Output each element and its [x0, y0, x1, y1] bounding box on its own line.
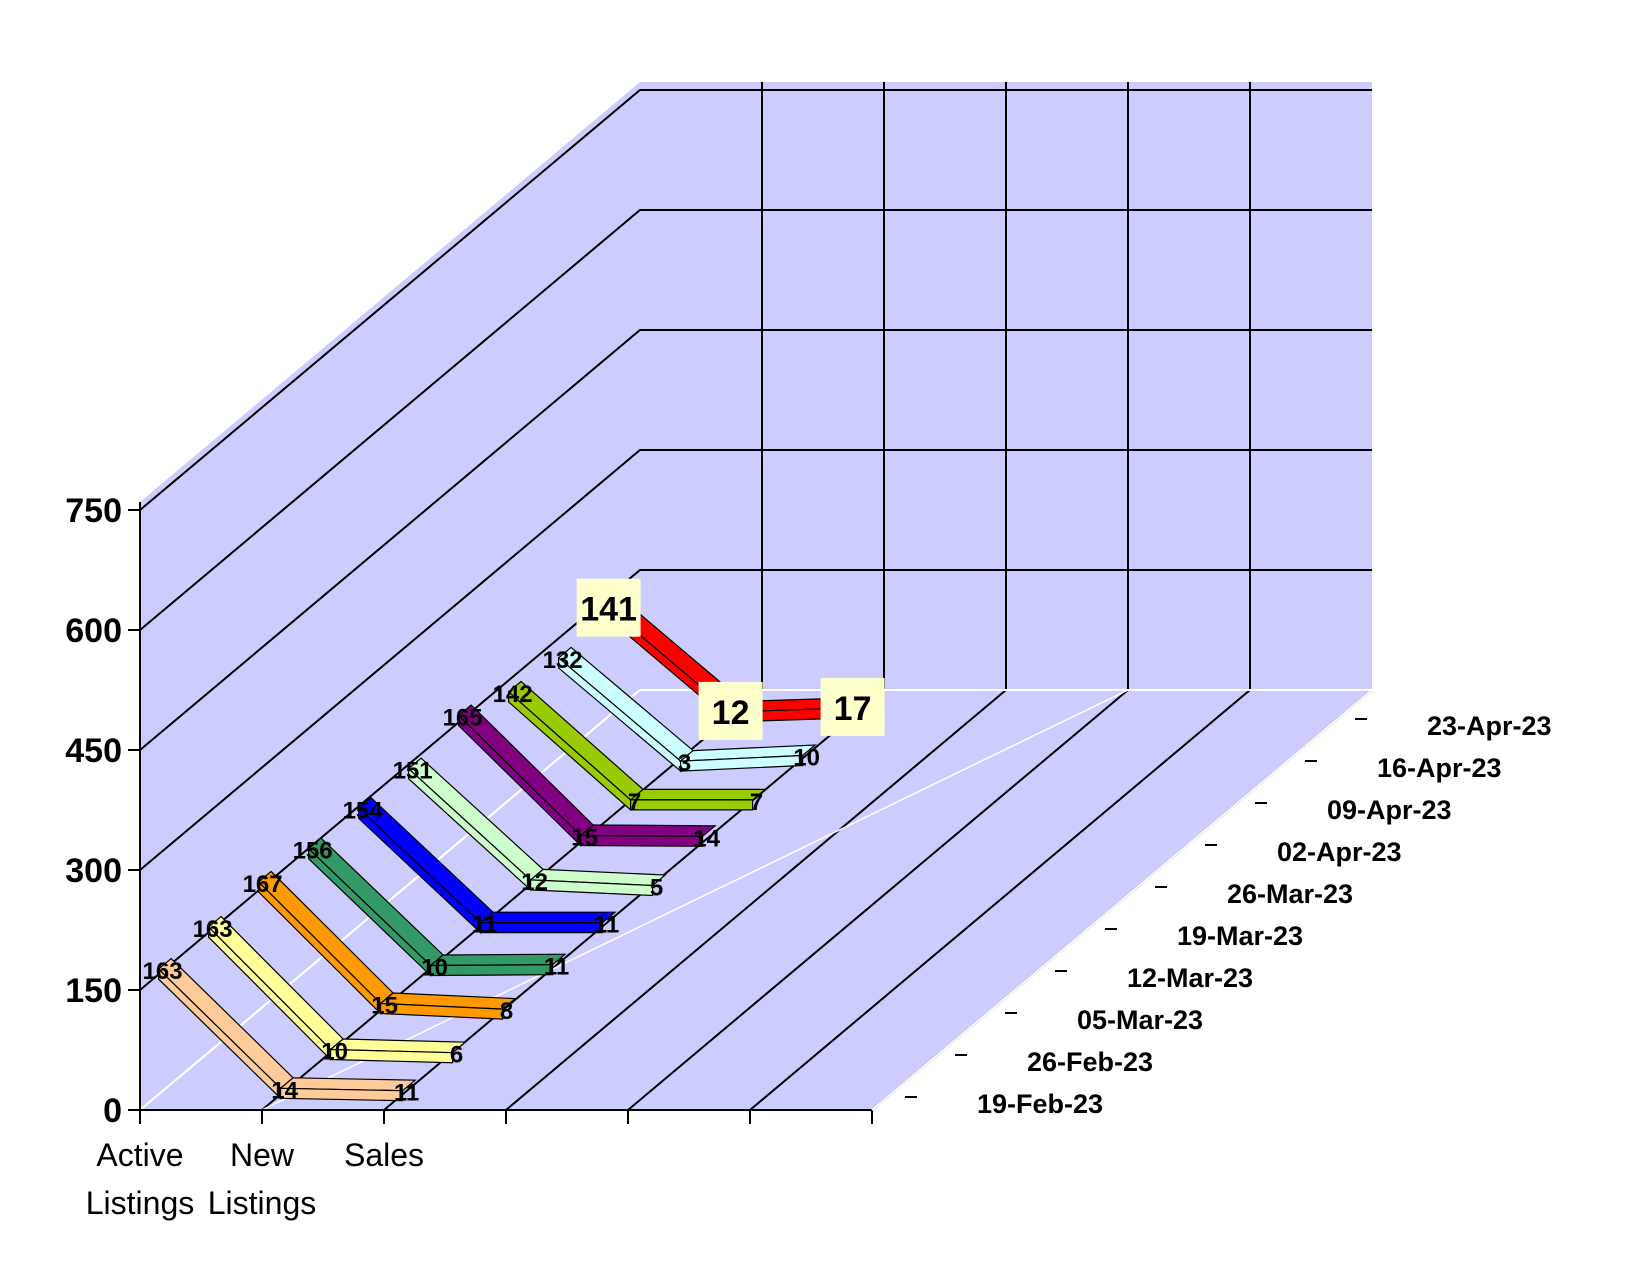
depth-label-26-Feb-23: 26-Feb-23	[1027, 1047, 1153, 1077]
data-label-26-Mar-23-0: 151	[393, 758, 433, 785]
data-label-19-Feb-23-0: 163	[143, 958, 183, 985]
data-label-09-Apr-23-2: 7	[750, 789, 763, 816]
series-band-16-Apr-23	[679, 754, 804, 772]
data-label-09-Apr-23-0: 142	[493, 681, 533, 708]
data-label-05-Mar-23-1: 15	[371, 993, 398, 1020]
data-label-12-Mar-23-0: 156	[293, 838, 333, 865]
series-band-19-Feb-23	[280, 1087, 404, 1102]
y-tick-label: 600	[65, 612, 122, 650]
depth-label-12-Mar-23: 12-Mar-23	[1127, 963, 1253, 993]
y-tick-label: 0	[103, 1092, 122, 1130]
data-label-19-Feb-23-1: 14	[271, 1077, 298, 1104]
depth-label-16-Apr-23: 16-Apr-23	[1377, 753, 1502, 783]
series-band-02-Apr-23	[579, 834, 704, 847]
data-label-09-Apr-23-1: 7	[628, 789, 641, 816]
series-band-19-Mar-23	[480, 922, 604, 934]
y-tick-label: 450	[65, 732, 122, 770]
data-label-23-Apr-23-1: 12	[712, 694, 750, 732]
depth-label-02-Apr-23: 02-Apr-23	[1277, 837, 1402, 867]
data-label-26-Mar-23-1: 12	[521, 869, 548, 896]
data-label-02-Apr-23-0: 165	[443, 705, 483, 732]
x-category-label: Active Listings	[86, 1137, 195, 1221]
series-band-26-Mar-23	[529, 879, 654, 897]
data-label-12-Mar-23-1: 10	[421, 955, 448, 982]
series-band-12-Mar-23	[430, 964, 554, 977]
data-label-19-Feb-23-2: 11	[394, 1080, 419, 1107]
data-label-19-Mar-23-1: 11	[472, 912, 497, 939]
depth-label-05-Mar-23: 05-Mar-23	[1077, 1005, 1203, 1035]
data-label-16-Apr-23-1: 3	[678, 750, 691, 777]
x-category-label: Sales	[344, 1137, 424, 1173]
series-band-26-Feb-23	[330, 1048, 454, 1064]
left-wall	[140, 82, 640, 1110]
depth-label-26-Mar-23: 26-Mar-23	[1227, 879, 1353, 909]
series-band-05-Mar-23	[380, 1002, 504, 1020]
y-tick-label: 150	[65, 972, 122, 1010]
data-label-05-Mar-23-2: 8	[500, 998, 513, 1025]
data-label-02-Apr-23-1: 15	[571, 825, 598, 852]
data-label-23-Apr-23-0: 141	[580, 591, 637, 629]
series-band-09-Apr-23	[629, 799, 754, 811]
data-label-16-Apr-23-2: 10	[793, 745, 820, 772]
data-label-19-Mar-23-0: 154	[343, 797, 384, 824]
depth-axis-line	[871, 689, 1373, 1111]
chart-data-labels: 141 12 17 132 3 10 142 7 7 165 15 14 151 12 5 154 11 11 15…	[143, 578, 885, 1107]
data-label-19-Mar-23-2: 11	[594, 912, 619, 939]
data-label-26-Feb-23-2: 6	[450, 1042, 463, 1069]
data-label-26-Mar-23-2: 5	[650, 875, 663, 902]
highlight-label-box	[820, 677, 885, 736]
data-label-02-Apr-23-2: 14	[693, 825, 720, 852]
data-label-16-Apr-23-0: 132	[543, 647, 583, 674]
floor-line	[627, 689, 1129, 1111]
x-category-label: New Listings	[208, 1137, 317, 1221]
data-label-05-Mar-23-0: 167	[243, 871, 283, 898]
depth-label-09-Apr-23: 09-Apr-23	[1327, 795, 1452, 825]
highlight-label-box	[698, 681, 763, 740]
data-label-26-Feb-23-1: 10	[321, 1039, 348, 1066]
depth-label-23-Apr-23: 23-Apr-23	[1427, 711, 1552, 741]
y-tick-label: 300	[65, 852, 122, 890]
series-segment-09-Apr-23	[628, 788, 767, 801]
floor-line	[749, 689, 1251, 1111]
depth-label-19-Feb-23: 19-Feb-23	[977, 1089, 1103, 1119]
data-label-12-Mar-23-2: 11	[544, 954, 569, 981]
highlight-label-box	[576, 578, 641, 637]
depth-label-19-Mar-23: 19-Mar-23	[1177, 921, 1303, 951]
floor-highlight	[261, 689, 1129, 1111]
floor-line	[505, 689, 1007, 1111]
y-tick-label: 750	[65, 492, 122, 530]
data-label-23-Apr-23-2: 17	[834, 690, 872, 728]
data-label-26-Feb-23-0: 163	[193, 916, 233, 943]
